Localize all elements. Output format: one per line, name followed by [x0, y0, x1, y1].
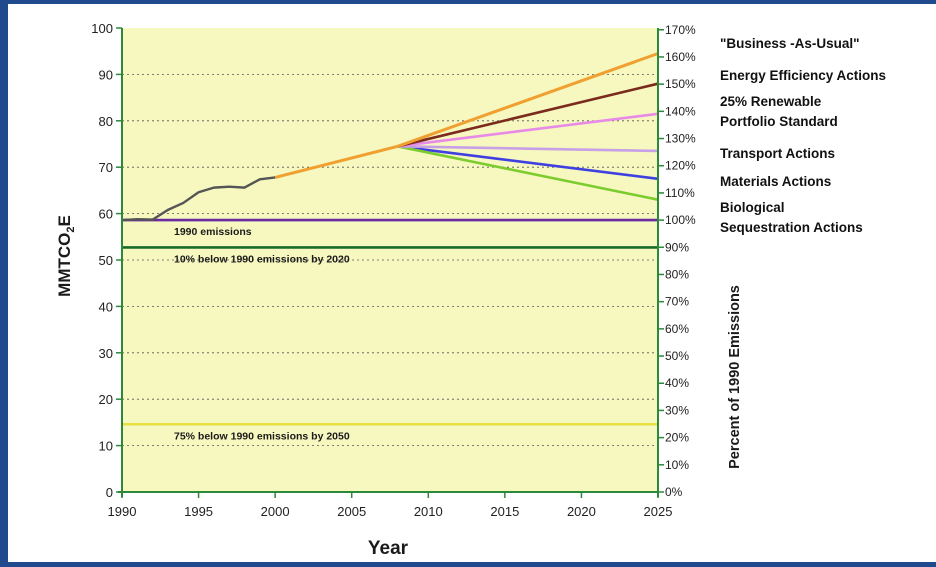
- x-tick-label-1995: 1995: [184, 504, 213, 519]
- y2-tick-label-100%: 100%: [665, 213, 696, 227]
- reference-label-2: 75% below 1990 emissions by 2050: [174, 430, 350, 442]
- y2-tick-label-170%: 170%: [665, 23, 696, 37]
- y2-tick-label-50%: 50%: [665, 349, 689, 363]
- legend-label-energy_efficiency: Energy Efficiency Actions: [720, 68, 886, 83]
- y2-axis-title: Percent of 1990 Emissions: [727, 285, 743, 469]
- y-tick-label-10: 10: [99, 439, 113, 454]
- y2-tick-label-0%: 0%: [665, 485, 683, 499]
- legend-label-business_as_usual: "Business -As-Usual": [720, 36, 860, 51]
- legend-label-renewable: 25% Renewable: [720, 94, 822, 109]
- y2-tick-label-10%: 10%: [665, 458, 689, 472]
- y2-tick-label-110%: 110%: [665, 186, 695, 200]
- y2-tick-label-120%: 120%: [665, 159, 696, 173]
- chart-frame: 1990 emissions 10% below 1990 emissions b…: [8, 4, 936, 562]
- x-tick-label-2020: 2020: [567, 504, 596, 519]
- y2-tick-label-20%: 20%: [665, 431, 689, 445]
- y-tick-label-0: 0: [106, 485, 113, 500]
- emissions-chart: 1990 emissions 10% below 1990 emissions b…: [55, 21, 886, 559]
- y-tick-label-50: 50: [99, 253, 113, 268]
- x-tick-label-2010: 2010: [414, 504, 443, 519]
- x-tick-label-2000: 2000: [261, 504, 290, 519]
- series-line-transport: [397, 145, 659, 153]
- legend-label-biological-line2: Sequestration Actions: [720, 220, 863, 235]
- x-tick-label-2015: 2015: [490, 504, 519, 519]
- y-tick-label-100: 100: [91, 21, 113, 36]
- historical-line: [121, 176, 276, 222]
- legend-label-renewable-line2: Portfolio Standard: [720, 114, 838, 129]
- series-line-biological: [397, 145, 659, 201]
- series-line-energy_efficiency: [397, 82, 659, 148]
- y2-tick-label-70%: 70%: [665, 295, 689, 309]
- y2-tick-label-30%: 30%: [665, 403, 689, 417]
- legend-label-biological: Biological: [720, 200, 785, 215]
- y2-tick-label-40%: 40%: [665, 376, 689, 390]
- y2-tick-label-60%: 60%: [665, 322, 689, 336]
- y2-tick-label-140%: 140%: [665, 104, 696, 118]
- series-line-renewable: [397, 112, 659, 148]
- y-tick-label-20: 20: [99, 392, 113, 407]
- series-line-materials: [397, 145, 659, 181]
- y2-tick-label-80%: 80%: [665, 267, 689, 281]
- x-axis-title: Year: [368, 538, 409, 559]
- reference-label-0: 1990 emissions: [174, 226, 252, 238]
- legend: "Business -As-Usual" Energy Efficiency Ac…: [720, 36, 886, 235]
- y-tick-label-80: 80: [99, 114, 113, 129]
- legend-label-materials: Materials Actions: [720, 174, 831, 189]
- reference-label-1: 10% below 1990 emissions by 2020: [174, 253, 350, 265]
- y-axis-title: MMTCO2E: [55, 215, 77, 297]
- legend-label-transport: Transport Actions: [720, 146, 835, 161]
- y2-tick-label-160%: 160%: [665, 50, 696, 64]
- data-series: [121, 52, 659, 222]
- y2-tick-label-90%: 90%: [665, 240, 689, 254]
- y2-tick-label-150%: 150%: [665, 77, 696, 91]
- series-line-business_as_usual: [274, 52, 659, 179]
- y-tick-label-60: 60: [99, 207, 113, 222]
- y2-tick-label-130%: 130%: [665, 132, 696, 146]
- y-tick-label-40: 40: [99, 299, 113, 314]
- x-tick-label-1990: 1990: [108, 504, 137, 519]
- y-tick-label-30: 30: [99, 346, 113, 361]
- reference-lines: 1990 emissions 10% below 1990 emissions b…: [122, 218, 658, 442]
- y-tick-label-70: 70: [99, 160, 113, 175]
- x-tick-label-2025: 2025: [644, 504, 673, 519]
- x-tick-label-2005: 2005: [337, 504, 366, 519]
- y-tick-label-90: 90: [99, 67, 113, 82]
- axes: 0 10 20 30 40 50 60 70 80 90 100 0% 10% 20% 30% 40% 50% 6…: [91, 21, 696, 519]
